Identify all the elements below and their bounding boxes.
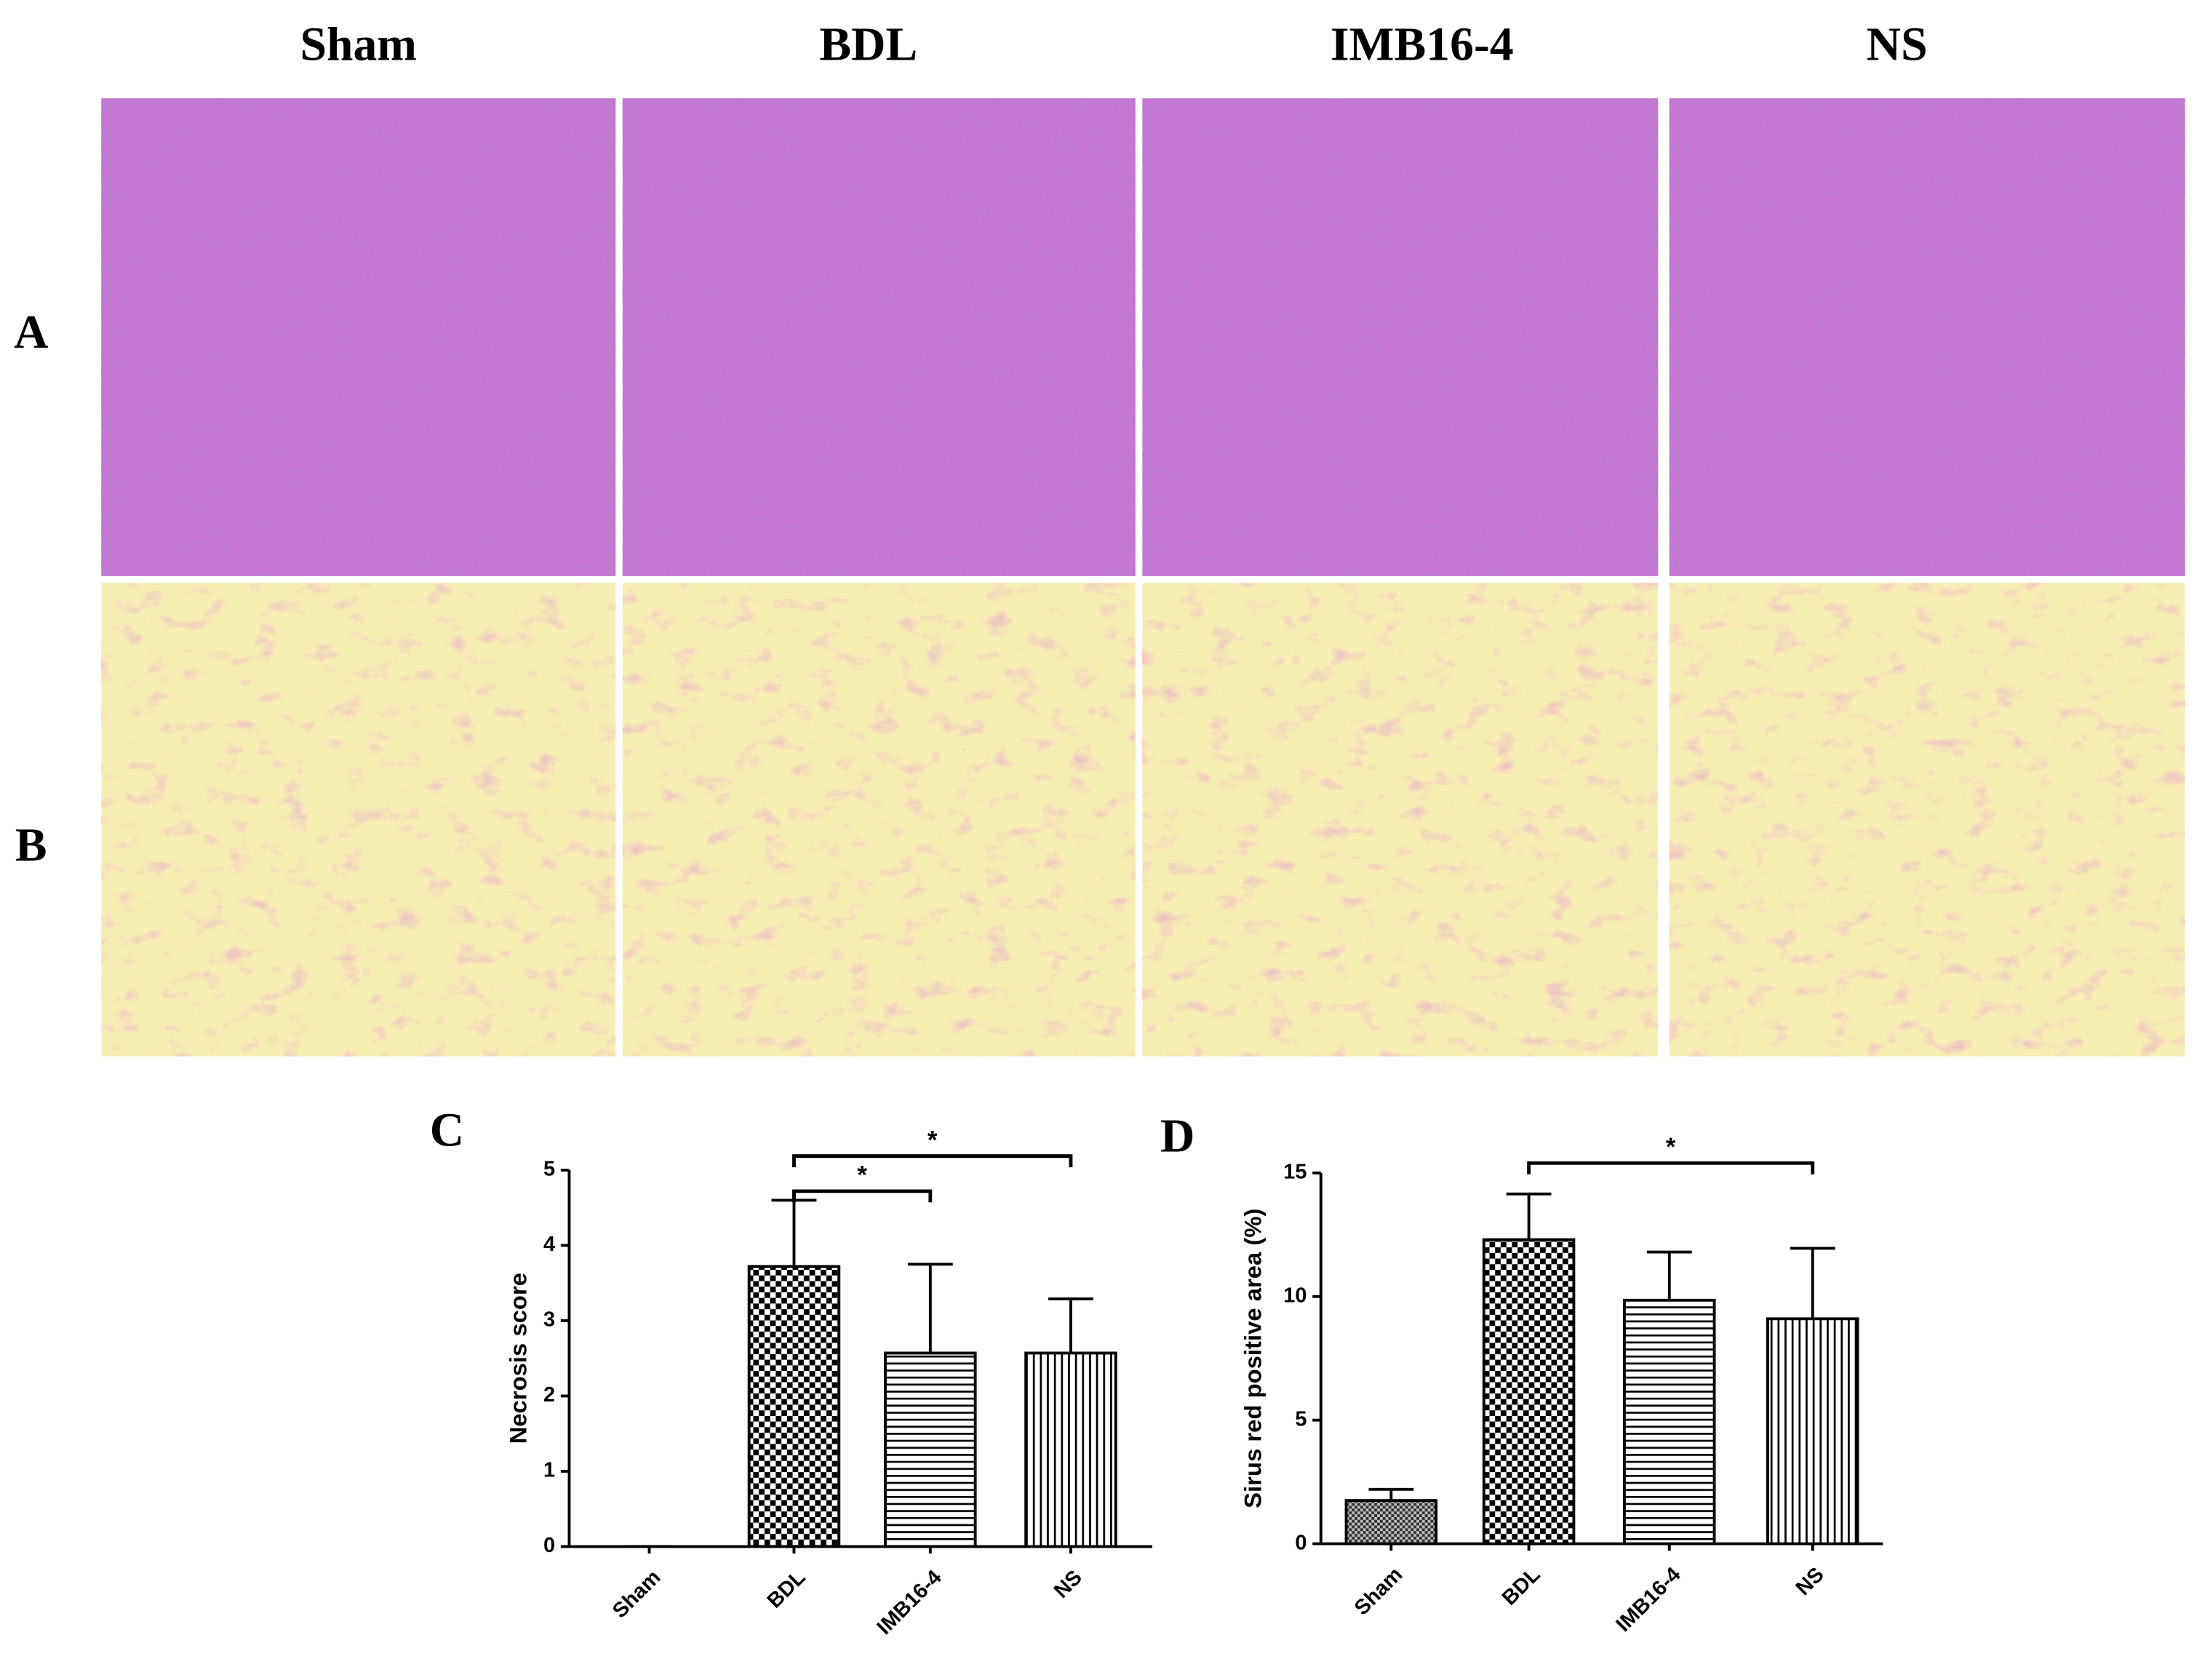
- micrograph-texture: [1669, 98, 2185, 576]
- y-tick-label: 3: [543, 1308, 555, 1332]
- significance-label: *: [857, 1162, 867, 1190]
- column-label: IMB16-4: [1331, 18, 1514, 71]
- micrograph-texture: [1669, 583, 2185, 1057]
- y-tick-label: 5: [1295, 1407, 1307, 1431]
- column-label: Sham: [300, 18, 417, 71]
- row-label: B: [15, 819, 47, 872]
- y-axis-label: Sirus red positive area (%): [1240, 1209, 1266, 1508]
- significance-label: *: [928, 1127, 938, 1154]
- micrograph-texture: [101, 583, 616, 1057]
- column-label: BDL: [819, 18, 917, 71]
- x-tick-label: NS: [1050, 1566, 1087, 1603]
- bar: [1024, 1351, 1117, 1548]
- column-label: NS: [1867, 18, 1928, 71]
- micrograph-texture: [622, 98, 1136, 576]
- micrograph-texture: [1142, 98, 1659, 576]
- significance-label: *: [1666, 1134, 1676, 1161]
- x-tick-label: Sham: [1350, 1563, 1407, 1620]
- significance-bracket: [1527, 1161, 1815, 1175]
- panel-label: C: [430, 1104, 464, 1157]
- y-tick-label: 2: [543, 1383, 555, 1407]
- micrograph-texture: [101, 98, 616, 576]
- bar: [884, 1351, 977, 1548]
- micrograph-texture: [1142, 583, 1659, 1057]
- y-tick-label: 15: [1283, 1160, 1307, 1183]
- y-axis-label: Necrosis score: [505, 1273, 532, 1444]
- y-tick-label: 0: [1295, 1531, 1307, 1554]
- row-label: A: [14, 306, 48, 359]
- bar: [1344, 1499, 1438, 1545]
- y-tick-label: 10: [1283, 1284, 1307, 1307]
- bar: [1482, 1238, 1576, 1545]
- bar: [1623, 1298, 1716, 1545]
- x-tick-label: BDL: [763, 1566, 810, 1613]
- y-tick-label: 0: [543, 1534, 555, 1557]
- y-tick-label: 4: [543, 1233, 555, 1256]
- x-tick-label: Sham: [608, 1566, 665, 1623]
- micrographs: [101, 98, 2185, 1057]
- y-tick-label: 5: [543, 1158, 555, 1181]
- x-tick-label: IMB16-4: [1612, 1563, 1686, 1636]
- significance-bracket: [792, 1154, 1073, 1168]
- x-tick-label: NS: [1792, 1563, 1829, 1600]
- significance-bracket: [792, 1189, 933, 1203]
- bar: [1766, 1317, 1859, 1545]
- x-tick-label: IMB16-4: [873, 1566, 946, 1639]
- bar: [747, 1265, 841, 1548]
- x-tick-label: BDL: [1498, 1563, 1545, 1610]
- micrograph-texture: [622, 583, 1136, 1057]
- panel-label: D: [1160, 1109, 1194, 1162]
- y-tick-label: 1: [543, 1459, 555, 1482]
